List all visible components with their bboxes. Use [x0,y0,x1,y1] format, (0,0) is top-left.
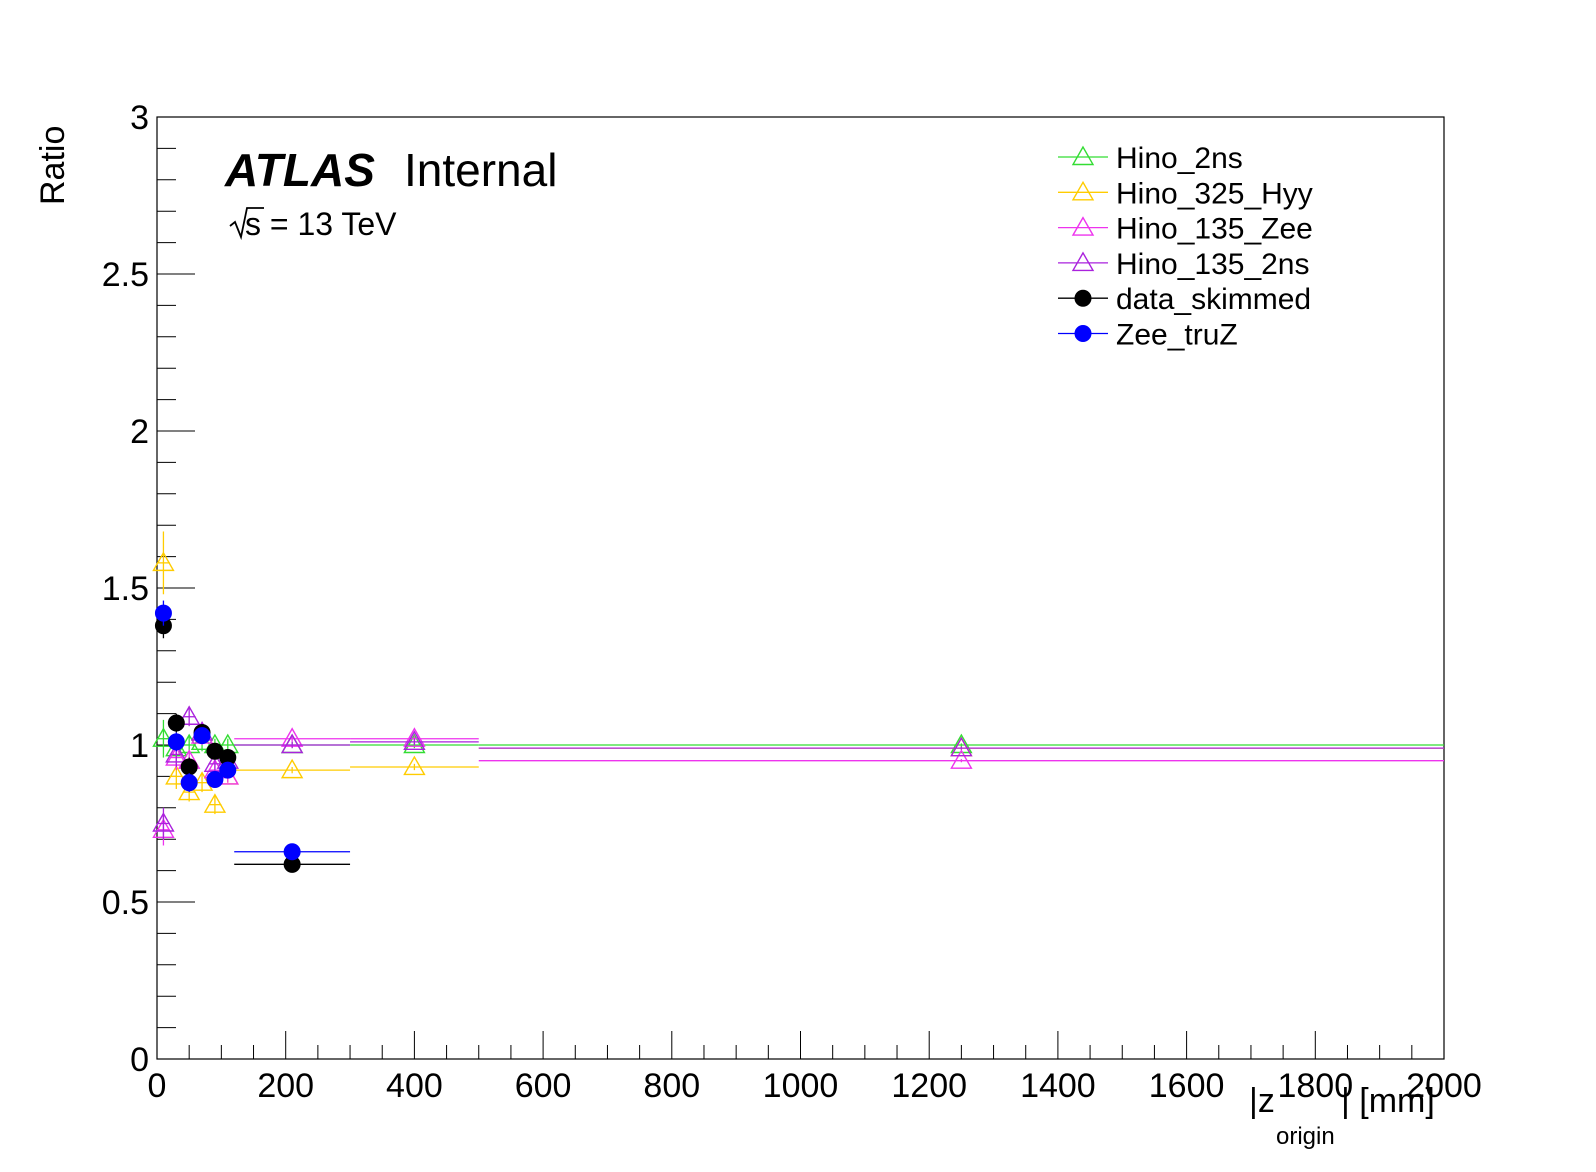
series-Hino_2ns [152,719,1444,761]
data-point [177,705,201,725]
series-Hino_135_2ns [152,705,1444,840]
legend-entry: Hino_135_2ns [1058,248,1310,281]
legend-marker-icon [1074,289,1092,307]
series-Hino_325_Hyy [152,531,1444,815]
x-axis-ticks: 0 200 400 600 800 1000 1200 1400 1600 1800 2000 [148,1031,1482,1105]
legend: Hino_2nsHino_325_HyyHino_135_ZeeHino_135… [1058,142,1313,352]
data-point [165,743,188,763]
legend-label: Hino_135_Zee [1116,213,1313,246]
y-tick-label: 0.5 [102,884,149,922]
legend-marker-icon [1074,325,1092,342]
data-point [193,727,211,745]
data-point [167,733,185,751]
data-point [206,771,224,789]
x-tick-label: 800 [643,1067,700,1105]
x-tick-label: 1800 [1277,1067,1353,1105]
y-tick-label: 2 [130,413,149,451]
legend-label: Hino_325_Hyy [1116,177,1313,210]
x-tick-label: 1200 [891,1067,967,1105]
legend-label: Zee_truZ [1116,319,1238,352]
data-point [403,727,426,747]
y-tick-label: 3 [130,99,149,137]
legend-marker-icon [1071,180,1095,201]
data-point [152,551,175,572]
data-point [950,733,973,754]
atlas-status-label: Internal [404,144,557,196]
y-tick-label: 0 [130,1041,149,1079]
data-point [152,727,175,747]
x-axis-label-tail: | [mm] [1341,1082,1435,1120]
energy-label-text: s = 13 TeV [245,206,397,242]
data-point [180,774,198,792]
data-point [950,736,973,757]
data-point [403,755,426,776]
data-point [280,758,304,779]
atlas-label: ATLAS [224,144,375,196]
x-tick-label: 1000 [763,1067,839,1105]
data-point [283,843,301,861]
sqrt-sign-icon [229,207,264,241]
x-tick-label: 0 [148,1067,167,1105]
x-tick-label: 1600 [1149,1067,1225,1105]
x-tick-label: 200 [257,1067,314,1105]
data-point [403,733,426,754]
data-point [219,761,237,779]
data-point [165,764,188,785]
x-tick-label: 600 [515,1067,572,1105]
energy-label: s = 13 TeV [229,206,397,242]
data-point [280,733,304,754]
legend-entry: Hino_135_Zee [1058,213,1313,246]
x-axis-label-subscript: origin [1276,1123,1335,1150]
y-axis-label: Ratio [34,126,72,205]
y-tick-label: 2.5 [102,256,149,294]
data-point [154,604,172,622]
data-point [403,730,426,751]
legend-label: data_skimmed [1116,283,1311,316]
y-axis-ticks: 0 0.5 1 1.5 2 2.5 3 [102,99,195,1079]
x-tick-label: 2000 [1406,1067,1482,1105]
series-Hino_135_Zee [152,724,1444,846]
y-tick-label: 1.5 [102,570,149,608]
data-point [950,749,973,769]
legend-entry: Zee_truZ [1058,319,1238,352]
legend-entry: Hino_2ns [1058,142,1243,175]
y-tick-label: 1 [130,727,149,765]
series-Zee_truZ [154,600,351,861]
data-point [152,812,175,832]
x-axis-label-main: |z [1249,1082,1275,1120]
legend-label: Hino_135_2ns [1116,248,1310,281]
legend-marker-icon [1071,251,1095,272]
data-point [180,758,198,776]
x-axis-label: |z origin | [mm] [1249,1082,1435,1150]
legend-entry: data_skimmed [1058,283,1311,316]
data-series-layer [152,531,1444,873]
legend-label: Hino_2ns [1116,142,1243,175]
legend-entry: Hino_325_Hyy [1058,177,1313,210]
data-point [167,714,185,732]
x-tick-label: 1400 [1020,1067,1096,1105]
legend-marker-icon [1071,145,1095,166]
data-point [203,793,227,813]
x-tick-label: 400 [386,1067,443,1105]
legend-marker-icon [1071,216,1095,236]
